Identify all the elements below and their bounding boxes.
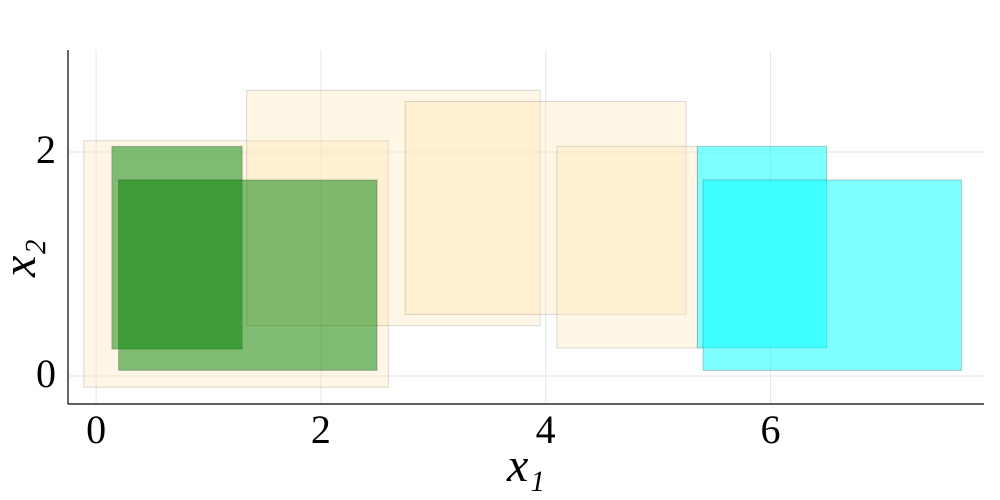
box xyxy=(404,101,687,315)
x-tick-label: 6 xyxy=(760,407,780,452)
y-tick-label: 2 xyxy=(36,127,56,172)
box xyxy=(702,179,963,371)
x-tick-label: 0 xyxy=(86,407,106,452)
x-tick-label: 4 xyxy=(536,407,556,452)
y-tick-label: 0 xyxy=(36,351,56,396)
box xyxy=(556,145,698,349)
box xyxy=(118,179,378,371)
x-axis-label: x₁ xyxy=(506,439,545,492)
x-tick-label: 2 xyxy=(311,407,331,452)
y-axis-label: x₂ xyxy=(0,239,46,278)
